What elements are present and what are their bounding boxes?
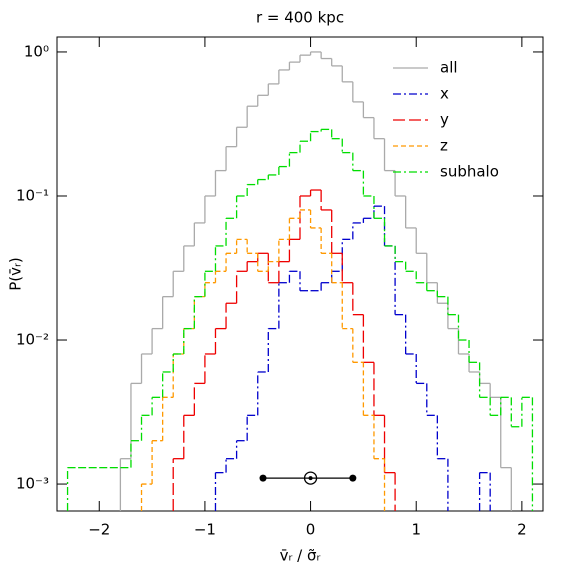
- error-bar-center-dot: [308, 476, 313, 481]
- error-bar-high: [349, 474, 357, 482]
- error-bar-low: [259, 474, 267, 482]
- chart-title: r = 400 kpc: [256, 9, 344, 27]
- legend-label: all: [440, 59, 458, 77]
- y-tick-label: 10⁰: [24, 42, 49, 60]
- y-tick-label: 10⁻²: [16, 331, 49, 349]
- x-tick-label: 1: [411, 521, 421, 539]
- x-axis-label: v̄ᵣ / σ̃ᵣ: [280, 547, 321, 565]
- x-tick-label: 0: [306, 521, 316, 539]
- x-tick-label: −2: [88, 521, 110, 539]
- x-tick-label: −1: [194, 521, 216, 539]
- plot-frame: [56, 36, 544, 512]
- legend-label: subhalo: [440, 163, 499, 181]
- legend-label: y: [440, 111, 449, 129]
- y-tick-label: 10⁻³: [16, 475, 49, 493]
- error-bar-center: [303, 471, 318, 485]
- legend-label: x: [440, 85, 449, 103]
- legend-label: z: [440, 137, 448, 155]
- x-tick-label: 2: [517, 521, 527, 539]
- y-axis-label: P(v̄ᵣ): [7, 257, 25, 291]
- y-tick-label: 10⁻¹: [16, 186, 49, 204]
